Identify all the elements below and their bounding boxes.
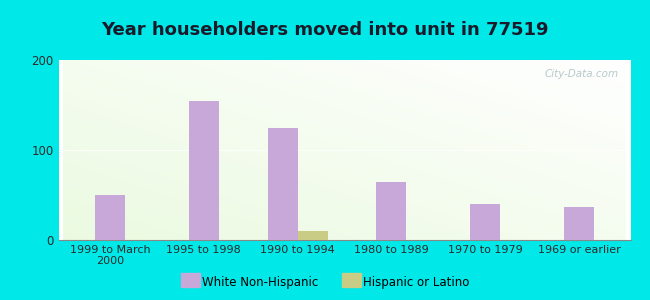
Bar bbox=[564, 207, 594, 240]
Text: City-Data.com: City-Data.com bbox=[545, 69, 619, 79]
Legend: White Non-Hispanic, Hispanic or Latino: White Non-Hispanic, Hispanic or Latino bbox=[176, 272, 474, 294]
Bar bbox=[376, 182, 406, 240]
Bar bbox=[268, 128, 298, 240]
Bar bbox=[470, 204, 500, 240]
Bar bbox=[95, 195, 125, 240]
Text: Year householders moved into unit in 77519: Year householders moved into unit in 775… bbox=[101, 21, 549, 39]
Bar bbox=[298, 231, 328, 240]
Bar bbox=[189, 100, 219, 240]
